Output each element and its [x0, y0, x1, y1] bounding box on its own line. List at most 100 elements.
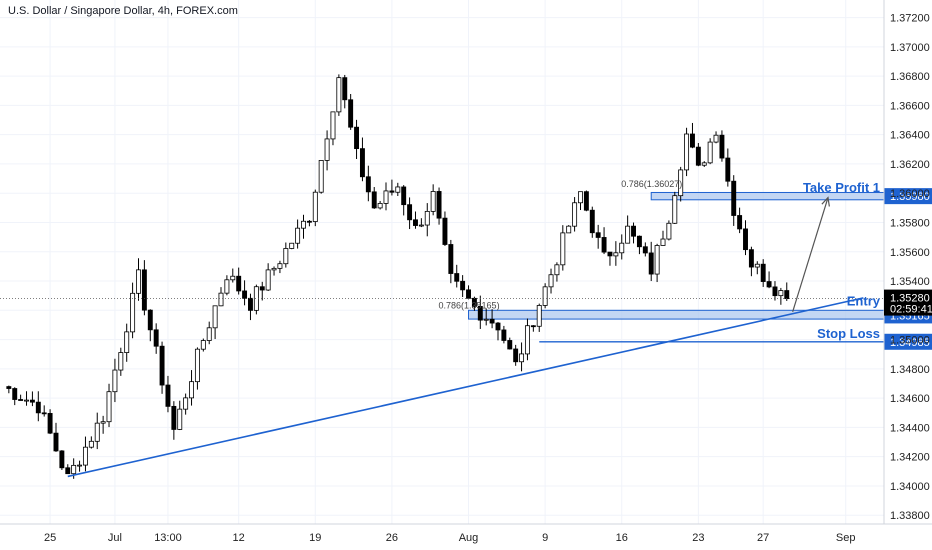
grid — [0, 0, 884, 524]
candle-up — [118, 352, 124, 371]
labels: Take Profit 1 Entry Stop Loss 0.786(1.36027… — [439, 179, 881, 341]
candle-down — [495, 322, 501, 331]
candle-up — [324, 138, 330, 161]
candle-down — [248, 297, 253, 311]
fib-label: 0.786(1.35165) — [439, 300, 500, 310]
candle-down — [29, 399, 35, 403]
candle-up — [218, 292, 224, 307]
candle-down — [348, 99, 354, 128]
candle-down — [242, 290, 248, 299]
candle-up — [524, 325, 530, 355]
candle-down — [743, 228, 748, 251]
candle-up — [666, 222, 672, 240]
candle-up — [519, 353, 525, 363]
stop-loss-price-tag-text: 1.34985 — [890, 337, 930, 349]
candle-down — [389, 190, 395, 193]
x-tick-label: 27 — [757, 532, 769, 544]
candle-down — [65, 467, 71, 475]
candle-down — [407, 204, 413, 221]
candle-up — [106, 391, 112, 423]
x-tick-label: Jul — [108, 532, 122, 544]
candle-down — [477, 306, 483, 321]
candle-up — [578, 191, 583, 204]
candle-down — [631, 225, 636, 237]
candle-down — [583, 191, 589, 211]
y-tick-label: 1.37200 — [890, 13, 930, 25]
stop-loss-label: Stop Loss — [817, 326, 880, 341]
candle-down — [12, 388, 18, 400]
candle-up — [625, 225, 631, 244]
candle-up — [483, 318, 489, 321]
candle-up — [283, 248, 289, 265]
candle-up — [318, 160, 324, 193]
target-arrow-line[interactable] — [792, 197, 829, 312]
take-profit-1-label: Take Profit 1 — [803, 180, 880, 195]
candle-down — [306, 220, 312, 223]
candle-up — [654, 245, 660, 275]
candle-down — [365, 176, 371, 193]
candle-up — [88, 440, 94, 448]
candle-down — [259, 286, 265, 291]
candle-up — [265, 269, 271, 291]
take-profit-1-price-tag — [884, 188, 932, 205]
candle-up — [136, 269, 141, 294]
candle-down — [236, 275, 242, 292]
entry-zone — [468, 309, 885, 320]
current-price-tag — [884, 289, 932, 316]
candle-up — [100, 421, 106, 424]
trendline[interactable] — [67, 297, 864, 478]
drawings[interactable] — [0, 196, 884, 478]
candle-up — [430, 191, 436, 212]
x-tick-label: 19 — [309, 532, 321, 544]
stop-loss-price-tag — [884, 333, 932, 350]
candle-down — [35, 401, 41, 414]
x-tick-label: 23 — [692, 532, 704, 544]
candle-up — [130, 292, 136, 333]
candle-up — [200, 340, 206, 350]
y-tick-label: 1.34800 — [890, 364, 930, 376]
candle-down — [41, 412, 47, 415]
candle-up — [271, 267, 277, 271]
candle-down — [690, 133, 695, 148]
y-tick-label: 1.36200 — [890, 159, 930, 171]
candle-up — [619, 242, 625, 254]
candle-up — [554, 264, 560, 276]
candle-down — [784, 290, 790, 299]
candle-down — [766, 281, 772, 288]
candle-down — [648, 252, 654, 275]
candle-down — [507, 340, 513, 350]
target-arrow-head — [821, 196, 830, 207]
candle-up — [536, 305, 542, 327]
candle-up — [212, 305, 218, 329]
candle-down — [513, 348, 519, 363]
candle-up — [330, 111, 336, 140]
candle-up — [660, 238, 666, 246]
candle-up — [672, 195, 678, 224]
countdown-text: 02:59:41 — [890, 304, 932, 316]
candle-down — [442, 217, 448, 245]
y-tick-label: 1.33800 — [890, 510, 930, 522]
candle-up — [778, 290, 784, 297]
candle-up — [572, 202, 578, 227]
x-tick-label: 9 — [542, 532, 548, 544]
x-tick-label: Aug — [459, 532, 479, 544]
x-tick-label: 25 — [44, 532, 56, 544]
candle-down — [47, 413, 53, 434]
candle-up — [312, 191, 318, 222]
candle-up — [707, 141, 713, 164]
candle-up — [560, 232, 566, 266]
y-tick-label: 1.35600 — [890, 247, 930, 259]
candle-up — [383, 190, 389, 204]
candle-down — [772, 286, 778, 297]
candle-down — [601, 237, 607, 253]
candle-down — [595, 232, 601, 238]
candle-down — [636, 235, 642, 248]
candle-down — [401, 186, 407, 206]
candle-down — [147, 309, 153, 331]
candle-up — [542, 286, 548, 306]
candle-down — [454, 273, 460, 282]
candle-up — [754, 263, 760, 268]
